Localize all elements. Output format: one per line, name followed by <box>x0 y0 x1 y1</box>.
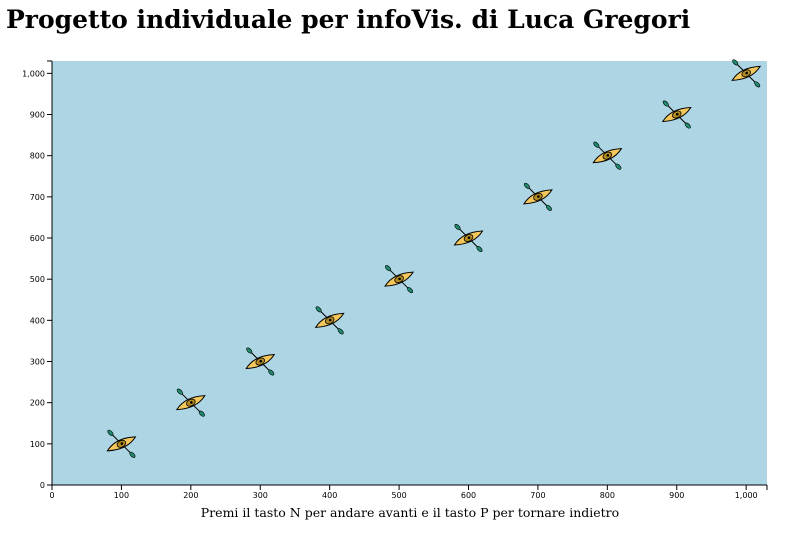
y-tick-label: 400 <box>30 316 45 325</box>
page-title: Progetto individuale per infoVis. di Luc… <box>6 5 691 34</box>
y-tick-label: 1,000 <box>22 69 45 78</box>
y-tick-label: 100 <box>30 440 45 449</box>
y-tick-label: 300 <box>30 358 45 367</box>
x-tick-label: 100 <box>114 491 129 500</box>
x-tick-label: 200 <box>183 491 198 500</box>
y-tick-label: 500 <box>30 275 45 284</box>
x-tick-label: 900 <box>669 491 684 500</box>
x-tick-label: 400 <box>322 491 337 500</box>
y-axis: 0 100 200 300 400 500 600 700 800 900 1,000 <box>22 60 53 490</box>
y-tick-label: 800 <box>30 152 45 161</box>
x-axis: 0 100 200 300 400 500 600 700 800 900 1,000 <box>49 484 768 500</box>
x-tick-label: 300 <box>253 491 268 500</box>
x-tick-label: 800 <box>600 491 615 500</box>
x-tick-label: 1,000 <box>735 491 758 500</box>
instructions-text: Premi il tasto N per andare avanti e il … <box>200 505 620 520</box>
y-tick-label: 900 <box>30 111 45 120</box>
x-tick-label: 0 <box>49 491 54 500</box>
y-tick-label: 0 <box>40 481 45 490</box>
y-tick-label: 600 <box>30 234 45 243</box>
y-tick-label: 700 <box>30 193 45 202</box>
x-tick-label: 700 <box>530 491 545 500</box>
x-tick-label: 500 <box>391 491 406 500</box>
x-tick-label: 600 <box>461 491 476 500</box>
y-tick-label: 200 <box>30 399 45 408</box>
